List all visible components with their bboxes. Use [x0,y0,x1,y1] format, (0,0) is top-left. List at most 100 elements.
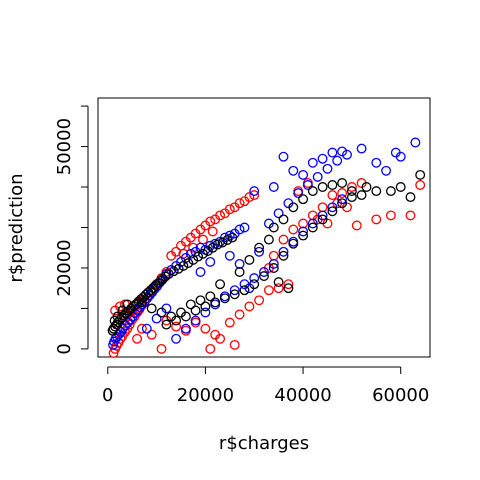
data-point [337,178,348,188]
data-point [302,178,313,188]
data-point [249,273,260,284]
data-point [268,258,279,269]
data-point [195,295,206,306]
data-point [215,333,226,344]
data-point [322,163,333,174]
y-tick-label: 0 [54,343,75,354]
data-point [198,234,208,245]
data-point [371,157,382,168]
data-point [278,214,289,225]
data-point [268,250,279,261]
data-point [141,323,152,334]
data-point [227,232,238,243]
data-point [312,171,323,182]
data-point [415,169,426,180]
data-point [381,165,392,176]
data-point [361,182,372,192]
data-point [234,198,245,209]
y-tick-label: 20000 [54,239,75,296]
data-point [190,317,201,328]
data-point [371,186,382,197]
data-point [327,180,338,190]
data-point [273,208,284,219]
data-point [180,325,191,336]
data-point [254,242,265,253]
data-point [249,186,260,197]
data-point [268,263,279,273]
x-axis: 0 20000 40000 60000 [102,366,429,406]
data-point [166,311,177,322]
data-point [298,230,309,241]
y-axis-label: r$prediction [6,173,27,282]
data-point [337,198,348,209]
data-point [317,202,328,213]
data-point [168,266,179,277]
data-point [234,309,245,320]
data-point [273,283,284,294]
data-point [337,194,348,205]
data-point [263,234,274,245]
data-point [351,220,362,231]
data-point [346,186,357,197]
data-point [259,267,269,277]
data-point [195,267,206,277]
data-point [298,194,309,205]
data-point [302,180,313,190]
data-point [207,242,218,253]
data-point [298,226,309,237]
data-point [293,186,304,197]
data-point [215,279,226,290]
data-point [198,248,208,259]
data-point [288,236,299,247]
data-point [205,216,216,227]
data-point [385,186,396,197]
data-point [229,285,240,296]
x-tick-label: 60000 [372,385,429,406]
data-point [346,192,357,203]
data-point [205,291,216,302]
data-point [278,246,289,257]
data-point [254,295,265,306]
points-layer [107,137,426,358]
data-point [249,279,260,290]
data-point [327,147,338,158]
data-point [239,285,250,296]
data-point [185,299,196,310]
data-point [176,307,186,318]
data-point [268,222,279,233]
data-point [298,218,309,229]
data-point [171,333,182,344]
data-point [219,291,230,302]
data-point [395,151,406,162]
data-point [342,149,352,160]
data-point [210,297,221,308]
data-point [395,182,406,192]
data-point [193,251,204,262]
data-point [327,206,338,217]
data-point [222,235,233,245]
data-point [259,271,269,282]
data-point [410,137,421,148]
data-point [171,246,182,257]
data-point [234,267,245,277]
data-point [219,232,230,243]
data-point [317,182,328,192]
data-point [200,323,211,334]
data-point [293,188,304,199]
data-point [405,210,416,221]
data-point [268,182,279,192]
data-point [234,258,245,269]
data-point [317,210,328,221]
data-point [188,254,199,265]
x-tick-label: 40000 [274,385,331,406]
data-point [283,279,294,290]
data-point [288,165,299,176]
data-point [327,202,338,213]
data-point [215,210,226,221]
data-point [307,157,318,168]
data-point [219,293,230,304]
data-point [190,305,201,316]
data-point [190,315,201,326]
data-point [178,260,189,271]
data-point [224,317,235,328]
